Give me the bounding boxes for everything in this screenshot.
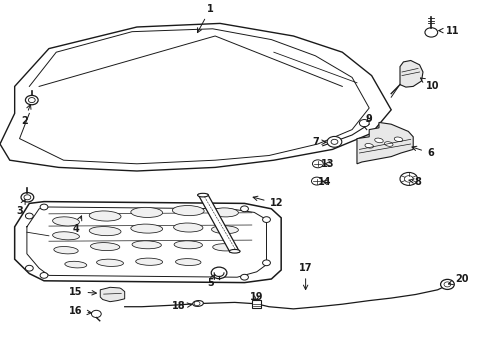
Ellipse shape	[393, 137, 402, 141]
Circle shape	[312, 160, 323, 168]
Ellipse shape	[65, 261, 86, 268]
Ellipse shape	[174, 241, 202, 249]
Ellipse shape	[97, 259, 123, 266]
Circle shape	[40, 204, 48, 210]
Circle shape	[240, 206, 248, 212]
Ellipse shape	[89, 226, 121, 236]
Circle shape	[40, 273, 48, 278]
Polygon shape	[399, 60, 422, 87]
Circle shape	[424, 28, 437, 37]
Text: 20: 20	[447, 274, 468, 284]
Polygon shape	[356, 122, 412, 164]
Text: 17: 17	[298, 263, 312, 289]
Text: 10: 10	[420, 78, 439, 91]
FancyBboxPatch shape	[252, 300, 261, 308]
Circle shape	[359, 120, 368, 127]
Circle shape	[262, 260, 270, 266]
Circle shape	[25, 213, 33, 219]
Circle shape	[25, 95, 38, 105]
Text: 9: 9	[365, 114, 372, 124]
Text: 19: 19	[249, 292, 263, 302]
Text: 13: 13	[320, 159, 334, 169]
Circle shape	[262, 217, 270, 222]
Text: 7: 7	[311, 137, 325, 147]
Text: 2: 2	[21, 104, 31, 126]
Text: 4: 4	[72, 216, 81, 234]
Text: 1: 1	[197, 4, 213, 33]
Text: 16: 16	[69, 306, 91, 316]
Circle shape	[440, 279, 453, 289]
Ellipse shape	[229, 249, 240, 253]
Ellipse shape	[197, 193, 208, 197]
Circle shape	[330, 139, 337, 144]
Ellipse shape	[136, 258, 162, 265]
Polygon shape	[0, 23, 390, 171]
Polygon shape	[100, 287, 124, 302]
Ellipse shape	[53, 217, 79, 226]
Text: 6: 6	[411, 146, 433, 158]
Ellipse shape	[374, 138, 383, 143]
Circle shape	[24, 195, 31, 200]
Ellipse shape	[131, 224, 162, 233]
Ellipse shape	[90, 243, 120, 251]
Ellipse shape	[131, 207, 162, 217]
Text: 11: 11	[438, 26, 458, 36]
Circle shape	[91, 310, 101, 318]
Ellipse shape	[364, 144, 373, 148]
Ellipse shape	[53, 232, 79, 240]
Ellipse shape	[172, 206, 203, 216]
Ellipse shape	[384, 142, 392, 146]
Ellipse shape	[192, 301, 203, 306]
Ellipse shape	[211, 226, 238, 234]
Circle shape	[399, 172, 417, 185]
Text: 14: 14	[318, 177, 331, 187]
Ellipse shape	[54, 247, 78, 254]
Circle shape	[443, 282, 450, 287]
Circle shape	[404, 176, 412, 182]
Text: 18: 18	[171, 301, 191, 311]
Text: 12: 12	[253, 196, 283, 208]
Ellipse shape	[132, 241, 161, 249]
Ellipse shape	[89, 211, 121, 221]
Ellipse shape	[212, 244, 237, 251]
Circle shape	[21, 193, 34, 202]
Polygon shape	[15, 202, 281, 283]
Circle shape	[240, 274, 248, 280]
Circle shape	[194, 301, 200, 306]
Text: 8: 8	[408, 177, 421, 187]
Ellipse shape	[173, 223, 203, 232]
Polygon shape	[198, 194, 239, 252]
Circle shape	[25, 265, 33, 271]
Text: 3: 3	[16, 200, 25, 216]
Text: 15: 15	[69, 287, 96, 297]
Ellipse shape	[175, 258, 201, 266]
Circle shape	[211, 267, 226, 279]
Text: 5: 5	[206, 274, 214, 288]
Circle shape	[311, 177, 322, 185]
Circle shape	[326, 136, 341, 147]
Ellipse shape	[211, 208, 238, 217]
Circle shape	[28, 98, 35, 103]
